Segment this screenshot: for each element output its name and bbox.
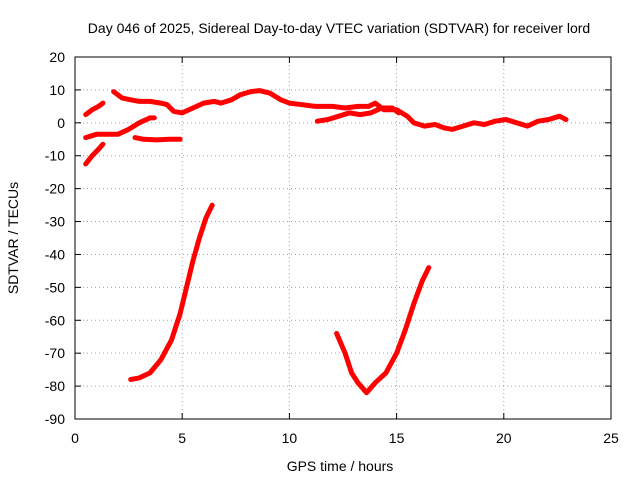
series-arc-8 (334, 265, 432, 396)
y-tick-label: -30 (45, 214, 65, 230)
y-tick-label: -70 (45, 345, 65, 361)
y-tick-label: -10 (45, 148, 65, 164)
series-arc-6 (314, 105, 402, 124)
y-tick-label: 0 (57, 115, 65, 131)
y-tick-label: -90 (45, 411, 65, 427)
tick-labels: 20 10 0 -10 -20 -30 -40 -50 -60 -70 -80 -90 0 5 10 15 20… (45, 49, 619, 446)
y-tick-label: -20 (45, 181, 65, 197)
series-arc-1 (83, 100, 106, 118)
series-arc-7 (128, 202, 215, 382)
series-arc-2 (83, 115, 157, 141)
x-axis-label: GPS time / hours (287, 458, 394, 474)
x-tick-label: 10 (282, 430, 298, 446)
x-tick-label: 0 (71, 430, 79, 446)
series-arc-4 (111, 88, 569, 132)
plot-frame (74, 56, 612, 420)
y-tick-label: -80 (45, 378, 65, 394)
y-tick-label: 10 (49, 82, 65, 98)
x-tick-label: 5 (178, 430, 186, 446)
x-tick-label: 25 (603, 430, 619, 446)
series-group (83, 88, 569, 396)
series-arc-3 (83, 141, 106, 167)
chart-title: Day 046 of 2025, Sidereal Day-to-day VTE… (88, 20, 590, 36)
y-tick-label: -60 (45, 312, 65, 328)
y-tick-label: -50 (45, 279, 65, 295)
series-arc-5 (132, 135, 183, 143)
x-tick-label: 15 (389, 430, 405, 446)
y-tick-label: 20 (49, 49, 65, 65)
y-tick-label: -40 (45, 246, 65, 262)
x-tick-label: 20 (496, 430, 512, 446)
y-axis-label: SDTVAR / TECUs (5, 182, 21, 294)
axis-ticks (74, 56, 612, 420)
